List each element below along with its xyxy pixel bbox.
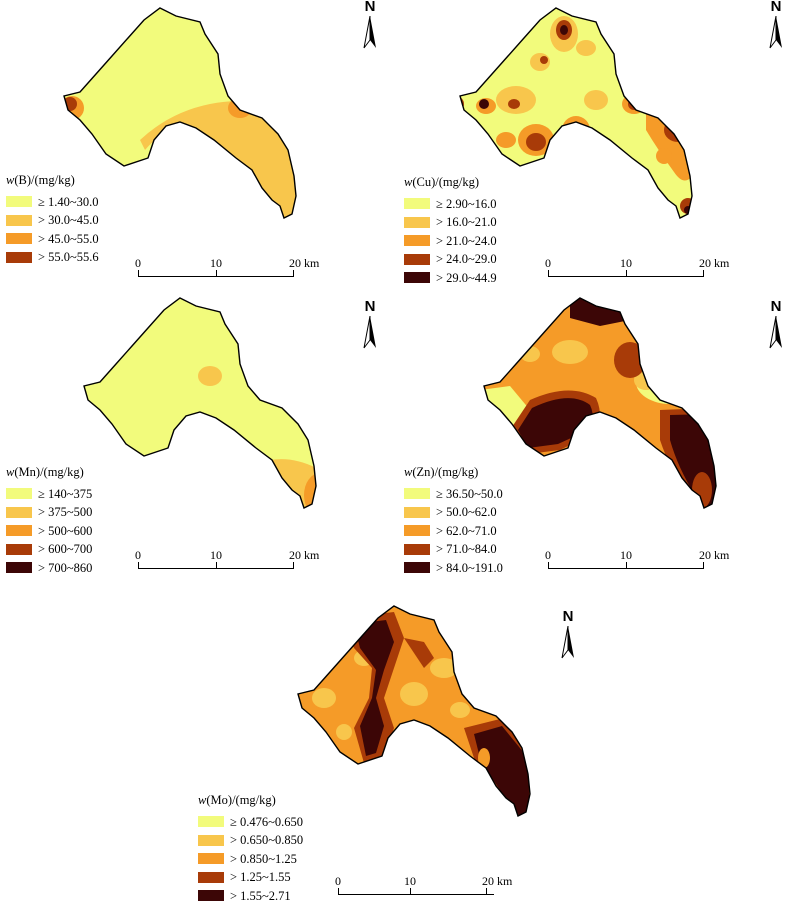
legend-title: w(Zn)/(mg/kg) [404, 466, 503, 479]
scale-bar: 0 10 20 km [138, 256, 318, 286]
legend-item: ≥ 0.476~0.650 [198, 813, 303, 832]
legend-item: ≥ 2.90~16.0 [404, 195, 497, 214]
north-label: N [556, 608, 580, 625]
legend-item: > 600~700 [6, 540, 92, 559]
north-label: N [358, 298, 382, 315]
legend-item: > 700~860 [6, 559, 92, 578]
legend-item: > 1.55~2.71 [198, 887, 303, 905]
north-arrow: N [358, 0, 382, 48]
north-label: N [764, 0, 786, 15]
legend-item: > 24.0~29.0 [404, 250, 497, 269]
north-label: N [764, 298, 786, 315]
legend-item: > 30.0~45.0 [6, 211, 99, 230]
legend-item: > 21.0~24.0 [404, 232, 497, 251]
legend-cu: w(Cu)/(mg/kg) ≥ 2.90~16.0 > 16.0~21.0 > … [404, 176, 497, 287]
legend-item: > 500~600 [6, 522, 92, 541]
legend-item: > 1.25~1.55 [198, 868, 303, 887]
panel-zn: N w(Zn)/(mg/kg) ≥ 36.50~50.0 > 50.0~62.0… [400, 290, 786, 590]
legend-title: w(Mn)/(mg/kg) [6, 466, 92, 479]
legend-item: ≥ 140~375 [6, 485, 92, 504]
scale-bar: 0 10 20 km [548, 256, 728, 286]
legend-item: > 29.0~44.9 [404, 269, 497, 288]
legend-item: ≥ 1.40~30.0 [6, 193, 99, 212]
legend-item: > 375~500 [6, 503, 92, 522]
legend-item: > 45.0~55.0 [6, 230, 99, 249]
panel-mo: N w(Mo)/(mg/kg) ≥ 0.476~0.650 > 0.650~0.… [196, 598, 589, 898]
legend-item: > 16.0~21.0 [404, 213, 497, 232]
north-arrow: N [556, 610, 580, 658]
legend-b: w(B)/(mg/kg) ≥ 1.40~30.0 > 30.0~45.0 > 4… [6, 174, 99, 267]
legend-title: w(Mo)/(mg/kg) [198, 794, 303, 807]
legend-mo: w(Mo)/(mg/kg) ≥ 0.476~0.650 > 0.650~0.85… [198, 794, 303, 905]
legend-zn: w(Zn)/(mg/kg) ≥ 36.50~50.0 > 50.0~62.0 >… [404, 466, 503, 577]
legend-item: > 50.0~62.0 [404, 503, 503, 522]
panel-mn: N w(Mn)/(mg/kg) ≥ 140~375 > 375~500 > 50… [0, 290, 393, 590]
legend-item: > 84.0~191.0 [404, 559, 503, 578]
scale-bar: 0 10 20 km [138, 548, 318, 578]
legend-item: > 62.0~71.0 [404, 522, 503, 541]
legend-item: > 71.0~84.0 [404, 540, 503, 559]
legend-mn: w(Mn)/(mg/kg) ≥ 140~375 > 375~500 > 500~… [6, 466, 92, 577]
legend-item: > 0.650~0.850 [198, 831, 303, 850]
panel-cu: N w(Cu)/(mg/kg) ≥ 2.90~16.0 > 16.0~21.0 … [400, 0, 786, 300]
north-arrow: N [358, 300, 382, 348]
legend-item: > 55.0~55.6 [6, 248, 99, 267]
north-arrow: N [764, 0, 786, 48]
legend-title: w(Cu)/(mg/kg) [404, 176, 497, 189]
legend-title: w(B)/(mg/kg) [6, 174, 99, 187]
legend-item: > 0.850~1.25 [198, 850, 303, 869]
north-arrow: N [764, 300, 786, 348]
panel-b: N w(B)/(mg/kg) ≥ 1.40~30.0 > 30.0~45.0 >… [0, 0, 393, 300]
north-label: N [358, 0, 382, 15]
legend-item: ≥ 36.50~50.0 [404, 485, 503, 504]
scale-bar: 0 10 20 km [548, 548, 728, 578]
